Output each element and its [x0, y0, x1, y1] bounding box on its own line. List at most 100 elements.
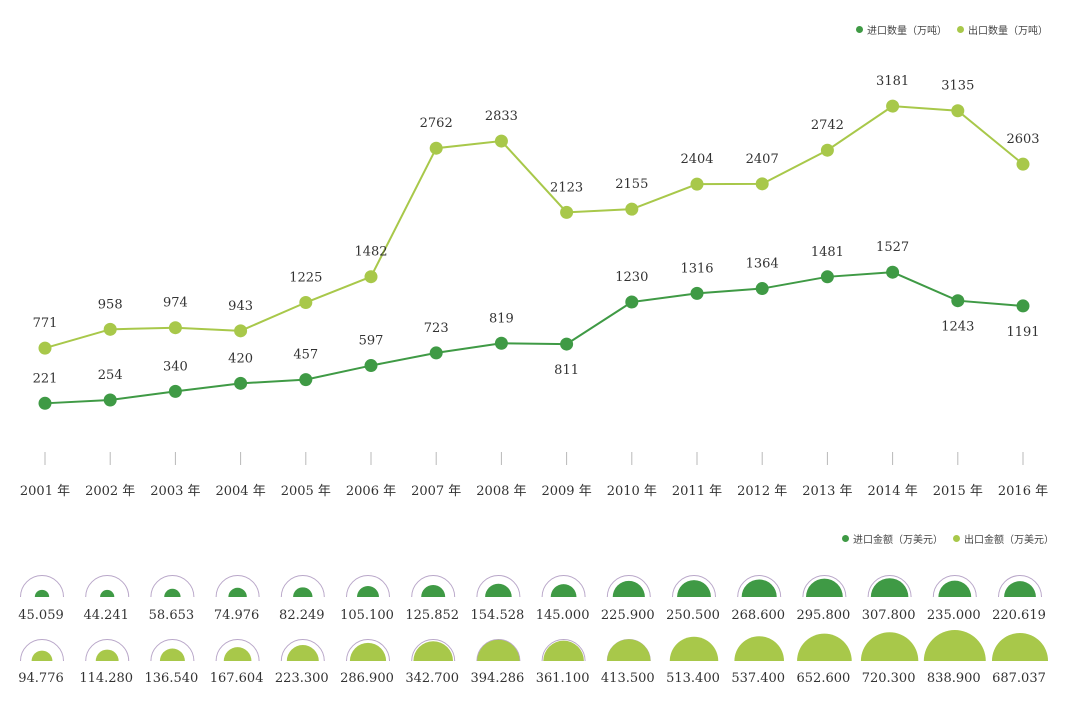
bubble-outline — [280, 639, 325, 662]
data-point — [755, 282, 769, 296]
data-label: 2407 — [746, 152, 779, 167]
bubble-value-label: 268.600 — [731, 608, 785, 623]
data-point — [951, 104, 965, 118]
data-label: 3181 — [876, 74, 909, 89]
data-point — [429, 141, 443, 155]
bubble-value-label: 687.037 — [992, 671, 1046, 686]
bubble-outline — [280, 575, 325, 598]
bubble-mark — [938, 580, 972, 597]
bubble-mark — [741, 579, 777, 597]
data-point — [755, 177, 769, 191]
bubble-value-label: 250.500 — [666, 608, 720, 623]
x-tick-label: 2003 年 — [150, 484, 200, 499]
bubble-outline — [867, 575, 912, 598]
bubble-mark — [349, 642, 387, 661]
bubble-mark — [543, 640, 584, 661]
data-point — [299, 296, 313, 310]
x-tick-label: 2001 年 — [20, 484, 70, 499]
data-point — [429, 346, 443, 360]
data-label: 2404 — [680, 152, 713, 167]
bubble-mark — [159, 648, 185, 661]
data-label: 974 — [163, 296, 188, 311]
legend-item-export-quantity: 出口数量（万吨） — [957, 22, 1048, 37]
data-point — [38, 341, 52, 355]
bubble-mark — [669, 636, 719, 661]
bubble-value-label: 307.800 — [862, 608, 916, 623]
bubble-mark — [95, 649, 119, 661]
data-point — [690, 286, 704, 300]
x-tick-label: 2004 年 — [215, 484, 265, 499]
bubble-outline — [998, 575, 1042, 598]
bubble-value-label: 154.528 — [471, 608, 525, 623]
legend-swatch — [842, 535, 849, 542]
bubble-mark — [228, 587, 247, 597]
bubble-mark — [1004, 581, 1036, 597]
data-label: 1230 — [615, 270, 648, 285]
bubble-outline — [541, 575, 586, 598]
data-label: 2762 — [420, 116, 453, 131]
data-label: 1243 — [941, 320, 974, 335]
data-point — [886, 265, 900, 279]
data-point — [625, 202, 639, 216]
data-label: 1225 — [289, 271, 322, 286]
data-point — [560, 205, 574, 219]
bubble-mark — [607, 639, 651, 661]
bubble-outline — [476, 575, 521, 598]
bubble-value-label: 136.540 — [145, 671, 199, 686]
data-label: 819 — [489, 311, 514, 326]
x-tick-label: 2005 年 — [281, 484, 331, 499]
bubble-mark — [293, 587, 313, 597]
bubble-mark — [100, 589, 115, 597]
bubble-value-label: 105.100 — [340, 608, 394, 623]
data-label: 943 — [228, 299, 253, 314]
data-label: 771 — [33, 316, 58, 331]
data-label: 420 — [228, 351, 253, 366]
data-point — [1016, 299, 1030, 313]
data-point — [234, 376, 248, 390]
bubble-mark — [34, 589, 50, 597]
data-label: 1364 — [746, 257, 779, 272]
data-point — [625, 295, 639, 309]
bubble-mark — [550, 584, 577, 597]
data-point — [38, 396, 52, 410]
bubble-outline — [346, 639, 390, 662]
data-label: 2123 — [550, 180, 583, 195]
legend-quantity: 进口数量（万吨） 出口数量（万吨） — [846, 22, 1048, 37]
bubble-mark — [797, 633, 852, 661]
data-label: 254 — [98, 368, 123, 383]
series-line-export — [44, 105, 1024, 350]
bubble-outline — [802, 575, 847, 598]
bubble-outline — [215, 639, 260, 662]
bubble-value-label: 114.280 — [79, 671, 133, 686]
bubble-mark — [734, 636, 784, 661]
data-label: 1481 — [811, 245, 844, 260]
bubble-value-label: 537.400 — [731, 671, 785, 686]
bubble-mark — [223, 647, 252, 661]
data-label: 597 — [359, 334, 384, 349]
data-label: 2742 — [811, 118, 844, 133]
data-point — [560, 337, 574, 351]
data-point — [299, 373, 313, 387]
data-label: 340 — [163, 359, 188, 374]
data-label: 2155 — [615, 177, 648, 192]
data-label: 2603 — [1006, 132, 1039, 147]
bubble-value-label: 125.852 — [405, 608, 459, 623]
bubble-mark — [612, 580, 645, 597]
bubble-value-label: 45.059 — [18, 608, 64, 623]
bubble-outline — [150, 639, 195, 662]
bubble-outline — [20, 639, 64, 662]
bubble-outline — [606, 575, 651, 598]
bubble-value-label: 342.700 — [405, 671, 459, 686]
data-point — [886, 99, 900, 113]
x-tick-label: 2012 年 — [737, 484, 787, 499]
bubble-outline — [85, 639, 130, 662]
bubble-mark — [677, 580, 711, 597]
data-point — [820, 270, 834, 284]
data-label: 811 — [554, 363, 579, 378]
bubble-mark — [31, 650, 53, 661]
bubble-value-label: 513.400 — [666, 671, 720, 686]
x-tick-label: 2002 年 — [85, 484, 135, 499]
legend-amount: 进口金额（万美元） 出口金额（万美元） — [832, 531, 1054, 546]
bubble-mark — [991, 632, 1049, 661]
